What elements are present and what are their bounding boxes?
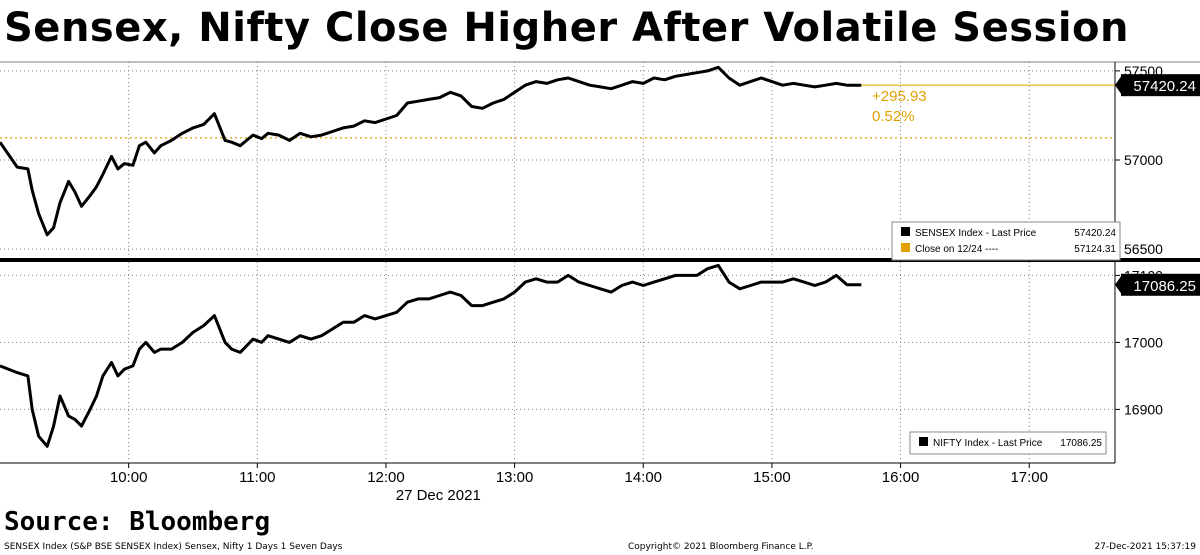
x-tick-label: 13:00 — [496, 469, 534, 486]
footer-timestamp: 27-Dec-2021 15:37:19 — [1094, 542, 1196, 552]
bottom-y-tick-label: 16900 — [1124, 401, 1163, 417]
x-tick-label: 12:00 — [367, 469, 405, 486]
chart-title: Sensex, Nifty Close Higher After Volatil… — [4, 5, 1130, 51]
x-tick-label: 14:00 — [624, 469, 662, 486]
top-legend-value: 57420.24 — [1074, 228, 1116, 239]
x-axis-label: 27 Dec 2021 — [396, 487, 481, 504]
panel-divider — [0, 258, 1200, 262]
x-tick-label: 17:00 — [1010, 469, 1048, 486]
x-tick-label: 16:00 — [882, 469, 920, 486]
top-y-tick-label: 56500 — [1124, 241, 1163, 257]
top-y-tick-label: 57000 — [1124, 152, 1163, 168]
bottom-last-value-pointer — [1115, 274, 1122, 295]
x-tick-label: 10:00 — [110, 469, 148, 486]
top-change-label: +295.93 — [872, 88, 927, 105]
top-last-value-pointer — [1115, 75, 1122, 96]
top-legend-label: Close on 12/24 ---- — [915, 244, 998, 255]
top-legend-box — [891, 221, 1121, 261]
top-last-value-badge — [1121, 74, 1200, 97]
top-legend-swatch — [901, 227, 910, 236]
bottom-legend-label: NIFTY Index - Last Price — [933, 438, 1043, 449]
bottom-last-value-label: 17086.25 — [1133, 278, 1196, 295]
top-change-pct-label: 0.52% — [872, 108, 915, 125]
bottom-legend-swatch — [919, 437, 928, 446]
bottom-y-tick-label: 17000 — [1124, 334, 1163, 350]
bottom-last-value-badge — [1121, 273, 1200, 296]
top-legend-swatch — [901, 243, 910, 252]
footer-copyright: Copyright© 2021 Bloomberg Finance L.P. — [628, 542, 814, 552]
source-label: Source: Bloomberg — [4, 507, 271, 537]
bottom-series-line — [0, 263, 862, 448]
top-last-value-label: 57420.24 — [1133, 78, 1196, 95]
footer-description: SENSEX Index (S&P BSE SENSEX Index) Sens… — [4, 542, 343, 552]
x-tick-label: 15:00 — [753, 469, 791, 486]
bottom-legend-value: 17086.25 — [1060, 438, 1102, 449]
top-legend-label: SENSEX Index - Last Price — [915, 228, 1037, 239]
x-tick-label: 11:00 — [239, 469, 275, 486]
top-series-line — [0, 65, 862, 237]
top-legend-value: 57124.31 — [1074, 244, 1116, 255]
bottom-legend-box — [909, 431, 1107, 455]
